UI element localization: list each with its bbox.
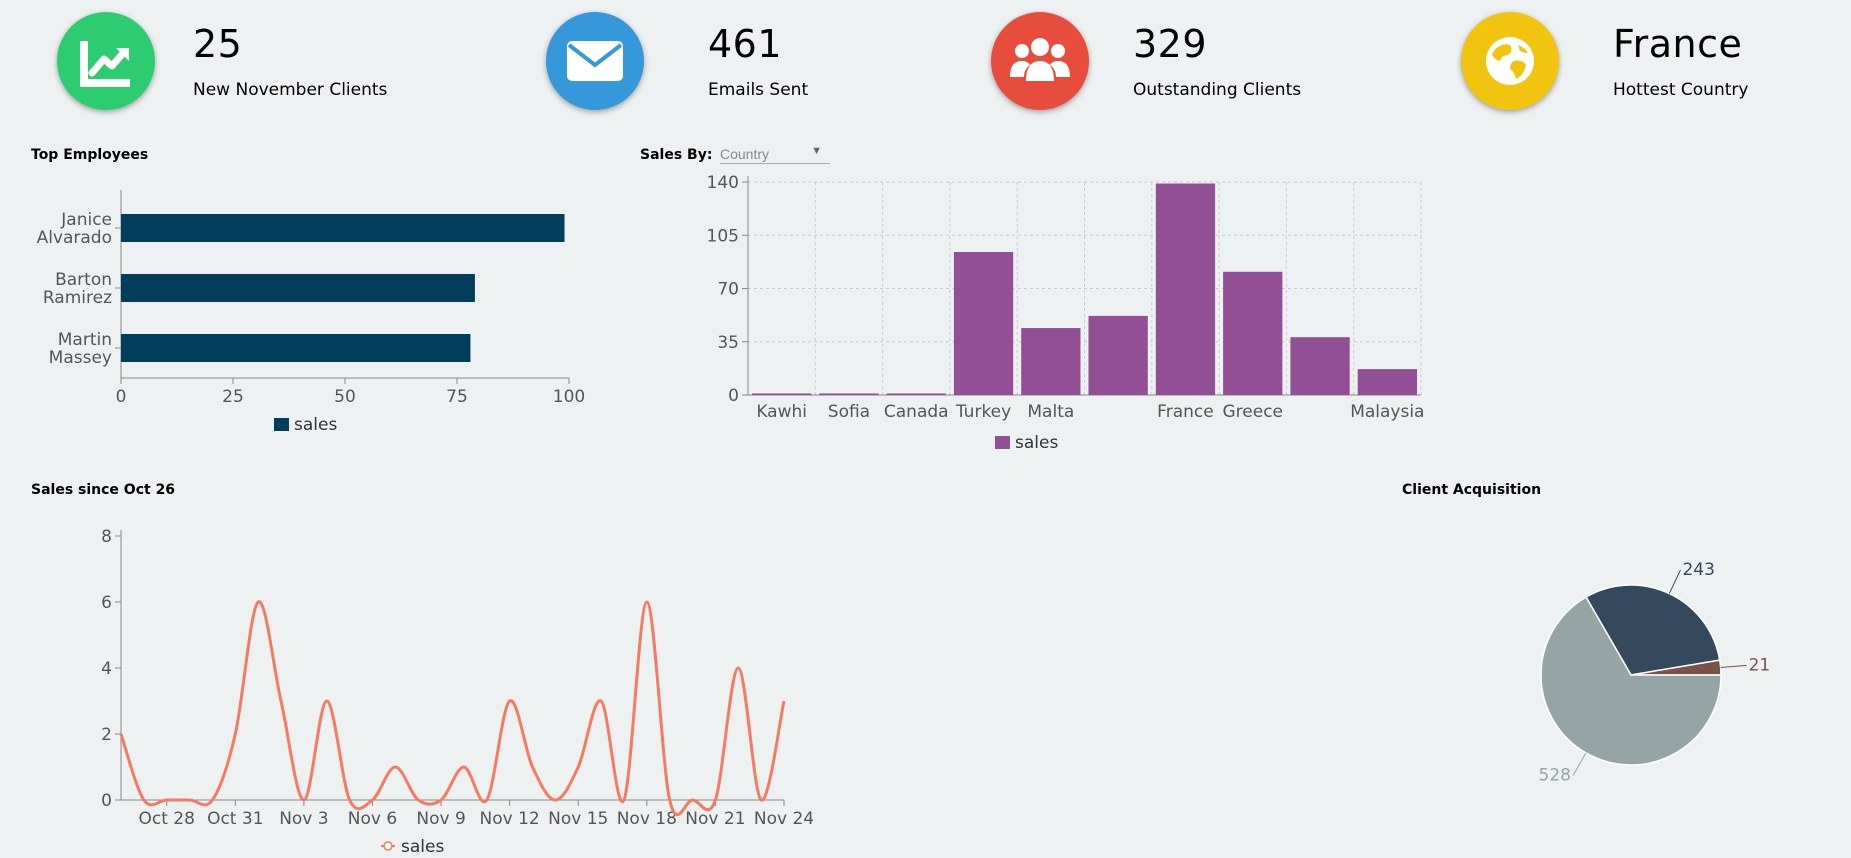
sales-by-title: Sales By:	[640, 147, 713, 163]
kpi-circle	[1461, 12, 1559, 110]
top-employees-title: Top Employees	[31, 147, 149, 163]
pie-label: 528	[1539, 765, 1571, 785]
x-tick-label: Kawhi	[756, 402, 807, 422]
envelope-icon	[567, 41, 623, 81]
kpi-value: 461	[708, 22, 783, 66]
pie-label: 21	[1749, 655, 1771, 675]
sales-by-select[interactable]: Country ▼	[720, 145, 830, 164]
sales-by-country-chart: 0 35 70 105 140 Kawhi Sofia Canada Turkey Malta Fr…	[707, 173, 1425, 453]
sales-by-selected: Country	[720, 146, 770, 162]
kpi-outstanding-clients: 329 Outstanding Clients	[900, 0, 1350, 120]
y-tick-label: 105	[707, 226, 739, 246]
legend-swatch	[995, 436, 1010, 449]
x-tick-label: Oct 28	[139, 809, 195, 829]
bar	[1290, 337, 1350, 395]
kpi-label: New November Clients	[193, 80, 388, 100]
y-tick-label: 0	[101, 791, 112, 811]
bar	[752, 393, 812, 395]
y-tick-label: Ramirez	[43, 288, 112, 308]
x-tick-label: 50	[334, 387, 356, 407]
y-tick-label: Massey	[49, 348, 112, 368]
client-acquisition-title: Client Acquisition	[1402, 482, 1542, 498]
x-tick-label: Malaysia	[1350, 402, 1424, 422]
y-tick-label: 0	[728, 386, 739, 406]
bar	[1223, 271, 1283, 395]
x-tick-label: France	[1157, 402, 1214, 422]
pie-label-line	[1668, 569, 1681, 594]
kpi-circle	[57, 12, 155, 110]
bar	[121, 274, 475, 302]
globe-icon	[1486, 37, 1534, 85]
x-tick-label: Nov 3	[279, 809, 328, 829]
legend-label: sales	[1015, 433, 1058, 453]
x-tick-label: 100	[553, 387, 585, 407]
kpi-value: France	[1613, 22, 1743, 66]
legend-label: sales	[401, 837, 444, 857]
x-tick-label: Sofia	[828, 402, 870, 422]
kpi-hottest-country: France Hottest Country	[1350, 0, 1850, 120]
pie-label-line	[1572, 752, 1587, 776]
x-tick-label: Nov 12	[480, 809, 540, 829]
kpi-circle	[991, 12, 1089, 110]
bar	[121, 214, 565, 242]
bar	[121, 334, 471, 362]
sales-since-chart: 0 2 4 6 8 Oct 28 Oct 31 Nov 3 Nov 6 Nov 9 Nov 12 No…	[101, 527, 814, 857]
kpi-circle	[546, 12, 644, 110]
client-acquisition-chart: 243 21 528	[1539, 560, 1771, 785]
x-tick-label: Canada	[884, 402, 949, 422]
x-tick-label: 75	[446, 387, 468, 407]
bar	[1021, 328, 1081, 395]
sales-since-title: Sales since Oct 26	[31, 482, 176, 498]
kpi-new-clients: 25 New November Clients	[0, 0, 450, 120]
bar	[953, 251, 1014, 395]
bar	[886, 393, 946, 395]
y-tick-label: Janice	[60, 210, 112, 230]
bar	[1088, 315, 1148, 395]
x-tick-label: 0	[116, 387, 127, 407]
x-tick-label: Oct 31	[207, 809, 263, 829]
legend-marker	[383, 841, 393, 851]
caret-down-icon: ▼	[811, 145, 822, 157]
bar	[1357, 369, 1417, 395]
users-icon	[1010, 38, 1070, 81]
kpi-label: Hottest Country	[1613, 80, 1749, 100]
x-tick-label: Nov 24	[754, 809, 814, 829]
y-tick-label: 70	[717, 280, 739, 300]
y-tick-label: Barton	[55, 270, 112, 290]
sales-line	[119, 600, 786, 817]
bar	[1155, 183, 1216, 395]
kpi-label: Emails Sent	[708, 80, 809, 100]
y-tick-label: 140	[707, 173, 739, 193]
y-tick-label: 6	[101, 593, 112, 613]
y-tick-label: Alvarado	[37, 228, 112, 248]
x-tick-label: 25	[222, 387, 244, 407]
x-tick-label: Nov 6	[348, 809, 397, 829]
legend-swatch	[274, 418, 289, 431]
y-tick-label: Martin	[58, 330, 112, 350]
y-tick-label: 4	[101, 659, 112, 679]
pie-label: 243	[1682, 560, 1714, 580]
kpi-label: Outstanding Clients	[1133, 80, 1302, 100]
x-tick-label: Greece	[1222, 402, 1283, 422]
pie-label-line	[1720, 664, 1747, 669]
trending-up-icon	[80, 41, 130, 87]
y-tick-label: 35	[717, 333, 739, 353]
kpi-emails-sent: 461 Emails Sent	[450, 0, 900, 120]
x-tick-label: Nov 15	[548, 809, 608, 829]
x-tick-label: Malta	[1027, 402, 1074, 422]
legend-label: sales	[294, 415, 337, 435]
kpi-value: 329	[1133, 22, 1208, 66]
y-tick-label: 8	[101, 527, 112, 547]
x-tick-label: Nov 21	[685, 809, 745, 829]
kpi-value: 25	[193, 22, 243, 66]
bar	[819, 393, 879, 395]
pie-slice	[1540, 596, 1722, 766]
y-tick-label: 2	[101, 725, 112, 745]
x-tick-label: Turkey	[955, 402, 1011, 422]
x-tick-label: Nov 9	[416, 809, 465, 829]
x-tick-label: Nov 18	[617, 809, 677, 829]
